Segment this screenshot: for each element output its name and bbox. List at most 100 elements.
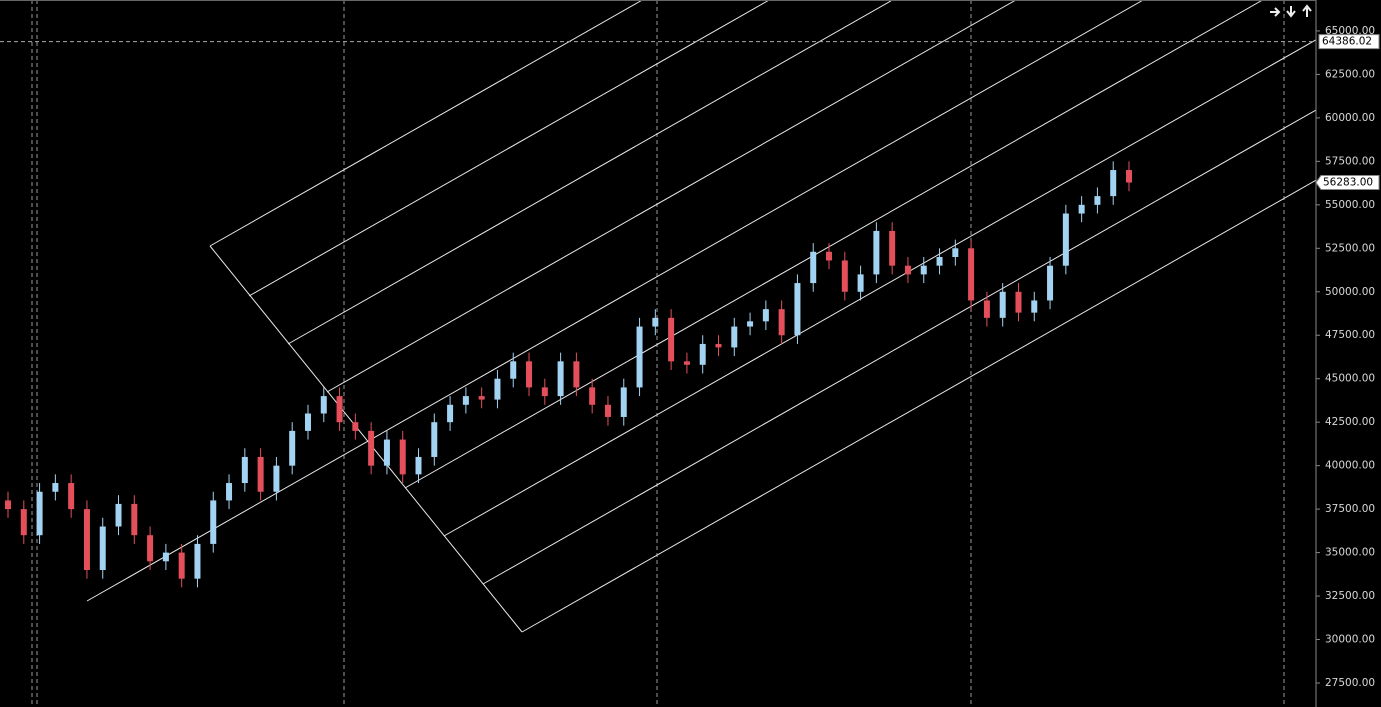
- candle-body: [810, 251, 817, 284]
- candle-body: [5, 500, 11, 510]
- candle-body: [210, 500, 217, 544]
- y-tick-label: 42500.00: [1325, 416, 1375, 428]
- candle-body: [431, 422, 438, 457]
- candle-body: [336, 396, 343, 423]
- scroll-buttons[interactable]: [1270, 4, 1312, 18]
- y-tick-label: 30000.00: [1325, 634, 1375, 646]
- y-tick-label: 57500.00: [1325, 155, 1375, 167]
- candle-body: [383, 439, 390, 466]
- candle-body: [273, 465, 280, 492]
- candle-body: [194, 543, 201, 579]
- candle-body: [936, 256, 943, 266]
- pitchfork: [86, 0, 1317, 633]
- candle-body: [904, 265, 911, 275]
- candle-body: [1047, 265, 1054, 301]
- y-tick-label: 62500.00: [1325, 68, 1375, 80]
- candle-body: [589, 387, 596, 405]
- y-tick-label: 27500.00: [1325, 677, 1375, 689]
- candle-body: [841, 260, 848, 292]
- candle-body: [983, 300, 990, 318]
- y-tick-label: 60000.00: [1325, 112, 1375, 124]
- candle-body: [257, 456, 264, 492]
- candle-body: [857, 274, 864, 292]
- candle-body: [510, 361, 517, 379]
- candle-body: [968, 248, 975, 301]
- candle-body: [415, 456, 422, 475]
- candle-body: [20, 509, 27, 536]
- candle-body: [952, 248, 959, 257]
- candle-body: [826, 251, 833, 261]
- candle-body: [399, 439, 406, 475]
- candle-body: [352, 422, 359, 431]
- y-tick-label: 50000.00: [1325, 286, 1375, 298]
- candle-body: [226, 483, 233, 501]
- price-axis: 27500.00 30000.00 32500.00 35000.00 37500.00…: [0, 25, 1380, 689]
- y-tick-label: 32500.00: [1325, 590, 1375, 602]
- candle-body: [131, 503, 138, 536]
- candle-body: [541, 387, 548, 397]
- candle-body: [478, 396, 485, 400]
- candle-body: [447, 404, 454, 423]
- candle-body: [178, 552, 185, 579]
- pitchfork-line: [287, 0, 893, 345]
- candle-body: [920, 265, 927, 275]
- candle-body: [573, 361, 580, 388]
- crosshair-label-box: [1318, 34, 1380, 50]
- y-tick-label: 52500.00: [1325, 242, 1375, 254]
- candle-body: [747, 321, 754, 327]
- candle-body: [1110, 170, 1117, 197]
- y-tick-label: 35000.00: [1325, 547, 1375, 559]
- pitchfork-line: [248, 0, 770, 297]
- time-grid: [31, 0, 1285, 707]
- pitchfork-line: [326, 0, 1017, 393]
- y-tick-label: 37500.00: [1325, 503, 1375, 515]
- plot: [5, 161, 1132, 588]
- candle-body: [304, 413, 311, 431]
- scroll-down-button[interactable]: [1286, 6, 1296, 18]
- crosshair-label: 64386.02: [1322, 36, 1372, 48]
- candle-body: [52, 483, 59, 492]
- candle-body: [652, 317, 659, 327]
- candle-body: [999, 291, 1006, 318]
- candle-body: [462, 396, 469, 405]
- pitchfork-handle: [209, 245, 523, 633]
- candle-body: [241, 456, 248, 484]
- scroll-right-button[interactable]: [1270, 7, 1281, 17]
- candle-body: [557, 361, 564, 397]
- last-price-marker: [1315, 175, 1380, 191]
- pitchfork-line: [209, 0, 643, 247]
- candle-body: [368, 430, 375, 466]
- candle-body: [115, 503, 122, 527]
- candle-body: [320, 396, 327, 414]
- candle-body: [83, 509, 90, 570]
- candle-body: [794, 283, 801, 336]
- candle-body: [778, 309, 785, 336]
- candle-body: [494, 378, 501, 400]
- candle-body: [1062, 213, 1069, 266]
- candle-body: [1078, 204, 1085, 214]
- candle-body: [147, 535, 154, 562]
- scroll-up-button[interactable]: [1302, 4, 1312, 17]
- last-price-label: 56283.00: [1323, 177, 1373, 189]
- candle-body: [1126, 170, 1132, 183]
- candle-body: [1015, 291, 1022, 313]
- pitchfork-line: [521, 179, 1317, 633]
- candle-body: [1094, 196, 1101, 205]
- candle-body: [99, 526, 106, 570]
- candle-body: [162, 552, 169, 562]
- candle-body: [36, 491, 43, 536]
- candle-body: [1031, 300, 1038, 313]
- candle-body: [889, 230, 896, 266]
- candle-body: [526, 361, 533, 388]
- candle-body: [636, 326, 643, 388]
- candle-body: [683, 361, 690, 365]
- candle-body: [762, 309, 769, 322]
- candle-body: [620, 387, 627, 417]
- y-tick-label: 65000.00: [1325, 25, 1375, 37]
- candle-body: [68, 483, 75, 510]
- pitchfork-line: [404, 0, 1263, 489]
- pitchfork-line: [86, 0, 1144, 602]
- candle-body: [699, 343, 706, 365]
- candle-body: [731, 326, 738, 348]
